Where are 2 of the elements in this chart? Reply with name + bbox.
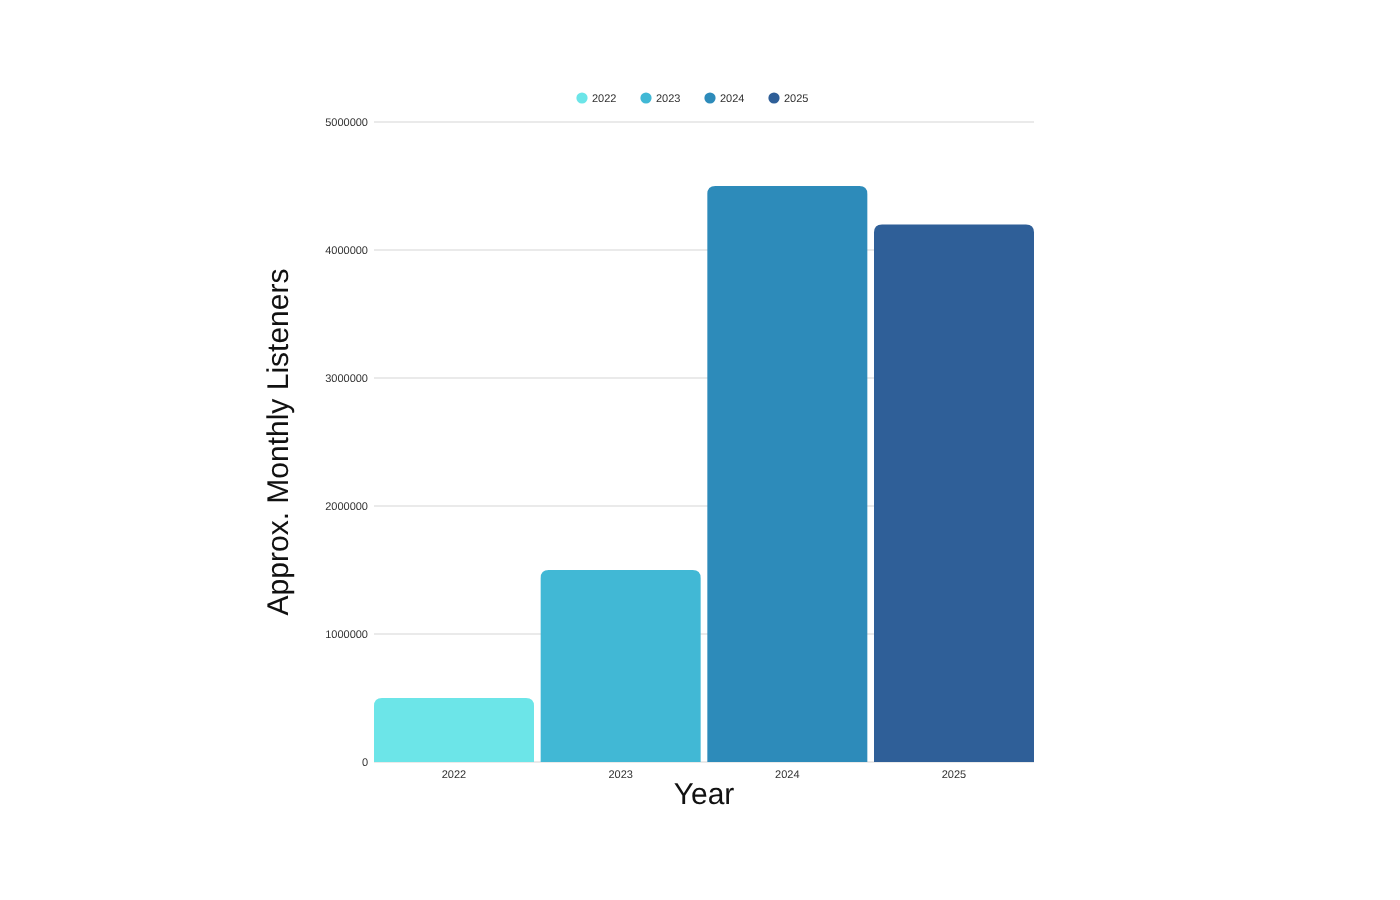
x-axis-title: Year <box>673 778 735 812</box>
y-axis-title: Approx. Monthly Listeners <box>262 268 296 616</box>
